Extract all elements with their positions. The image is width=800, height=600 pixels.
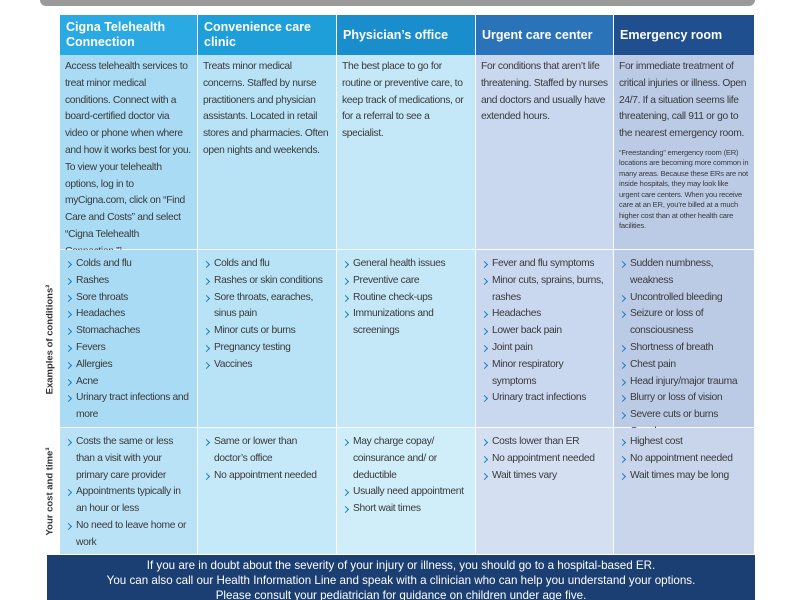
cost-item: No appointment needed [481,451,608,468]
cost-item: Highest cost [619,434,749,451]
conditions-item: Uncontrolled bleeding [619,290,749,307]
description: Access telehealth services to treat mino… [65,61,191,257]
cost-item: Appointments typically in an hour or les… [65,484,192,518]
cost-item: Costs lower than ER [481,434,608,451]
cost-item: Usually need appointment [342,484,470,501]
conditions-item: Urinary tract infections and more [65,390,192,424]
conditions-cell: Sudden numbness, weakness Uncontrolled bl… [614,250,755,437]
conditions-list: Colds and flu Rashes or skin conditions So… [203,256,331,374]
description-cell: Treats minor medical concerns. Staffed b… [198,55,337,250]
conditions-item: Routine check-ups [342,290,470,307]
conditions-item: General health issues [342,256,470,273]
conditions-item: Immunizations and screenings [342,306,470,340]
cost-item: Costs the same or less than a visit with… [65,434,192,484]
cost-cell: Same or lower than doctor’s office No app… [198,428,337,555]
description: Treats minor medical concerns. Staffed b… [203,61,329,156]
description-cell: Access telehealth services to treat mino… [60,55,198,257]
conditions-item: Sore throats, earaches, sinus pain [203,290,331,324]
row-label-box: Examples of conditions² [40,250,60,428]
cost-list: May charge copay/ coinsurance and/ or de… [342,434,470,518]
column-header: Urgent care center [476,15,614,55]
cost-item: Same or lower than doctor’s office [203,434,331,468]
conditions-cell: Colds and flu Rashes or skin conditions So… [198,250,337,428]
footer-line: If you are in doubt about the severity o… [146,559,656,572]
conditions-cell: Fever and flu symptoms Minor cuts, sprain… [476,250,614,428]
conditions-item: Acne [65,374,192,391]
description-cell: For immediate treatment of critical inju… [614,55,755,250]
cost-item: Wait times may be long [619,468,749,485]
cost-item: Wait times vary [481,468,608,485]
cost-item: No need to leave home or work [65,518,192,552]
description: For immediate treatment of critical inju… [619,61,747,140]
description-cell: For conditions that aren’t life threaten… [476,55,614,250]
row-label-box: Your cost and time³ [40,428,60,555]
conditions-item: Headaches [65,306,192,323]
conditions-item: Head injury/major trauma [619,374,749,391]
conditions-item: Fevers [65,340,192,357]
conditions-item: Fever and flu symptoms [481,256,608,273]
conditions-cell: General health issues Preventive care Rout… [337,250,476,428]
footer-line: Please consult your pediatrician for gui… [215,589,587,600]
conditions-item: Blurry or loss of vision [619,390,749,407]
cost-list: Same or lower than doctor’s office No app… [203,434,331,484]
footer-line: You can also call our Health Information… [106,574,696,587]
conditions-item: Joint pain [481,340,608,357]
conditions-list: General health issues Preventive care Rout… [342,256,470,340]
column-header: Emergency room [614,15,755,55]
conditions-item: Urinary tract infections [481,390,608,407]
conditions-item: Sudden numbness, weakness [619,256,749,290]
conditions-item: Colds and flu [65,256,192,273]
description-cell: The best place to go for routine or prev… [337,55,476,250]
row-label: Examples of conditions² [44,284,56,394]
footer-banner: If you are in doubt about the severity o… [47,555,755,600]
conditions-list: Fever and flu symptoms Minor cuts, sprain… [481,256,608,407]
cost-item: Short wait times [342,501,470,518]
conditions-item: Allergies [65,357,192,374]
note: “Freestanding” emergency room (ER) locat… [619,147,749,231]
conditions-item: Preventive care [342,273,470,290]
cost-cell: Costs the same or less than a visit with… [60,428,198,555]
conditions-list: Sudden numbness, weakness Uncontrolled bl… [619,256,749,441]
column-header: Cigna Telehealth Connection [60,15,198,55]
column-header: Physician’s office [337,15,476,55]
row-label: Your cost and time³ [44,447,56,536]
conditions-item: Chest pain [619,357,749,374]
top-bar [40,0,755,6]
cost-item: No appointment needed [203,468,331,485]
conditions-item: Minor cuts, sprains, burns, rashes [481,273,608,307]
conditions-item: Rashes [65,273,192,290]
conditions-list: Colds and flu Rashes Sore throats Headaches… [65,256,192,424]
cost-item: No appointment needed [619,451,749,468]
conditions-cell: Colds and flu Rashes Sore throats Headaches… [60,250,198,428]
cost-cell: Highest cost No appointment needed Wait ti… [614,428,755,555]
conditions-item: Lower back pain [481,323,608,340]
conditions-item: Seizure or loss of consciousness [619,306,749,340]
conditions-item: Pregnancy testing [203,340,331,357]
conditions-item: Headaches [481,306,608,323]
conditions-item: Minor cuts or burns [203,323,331,340]
conditions-item: Severe cuts or burns [619,407,749,424]
conditions-item: Sore throats [65,290,192,307]
conditions-item: Shortness of breath [619,340,749,357]
conditions-item: Colds and flu [203,256,331,273]
cost-cell: May charge copay/ coinsurance and/ or de… [337,428,476,555]
cost-list: Costs lower than ER No appointment needed… [481,434,608,484]
cost-cell: Costs lower than ER No appointment needed… [476,428,614,555]
column-header: Convenience care clinic [198,15,337,55]
description: The best place to go for routine or prev… [342,61,464,140]
cost-list: Costs the same or less than a visit with… [65,434,192,552]
cost-list: Highest cost No appointment needed Wait ti… [619,434,749,484]
conditions-item: Rashes or skin conditions [203,273,331,290]
description: For conditions that aren’t life threaten… [481,61,608,123]
conditions-item: Stomachaches [65,323,192,340]
cost-item: May charge copay/ coinsurance and/ or de… [342,434,470,484]
conditions-item: Vaccines [203,357,331,374]
conditions-item: Minor respiratory symptoms [481,357,608,391]
